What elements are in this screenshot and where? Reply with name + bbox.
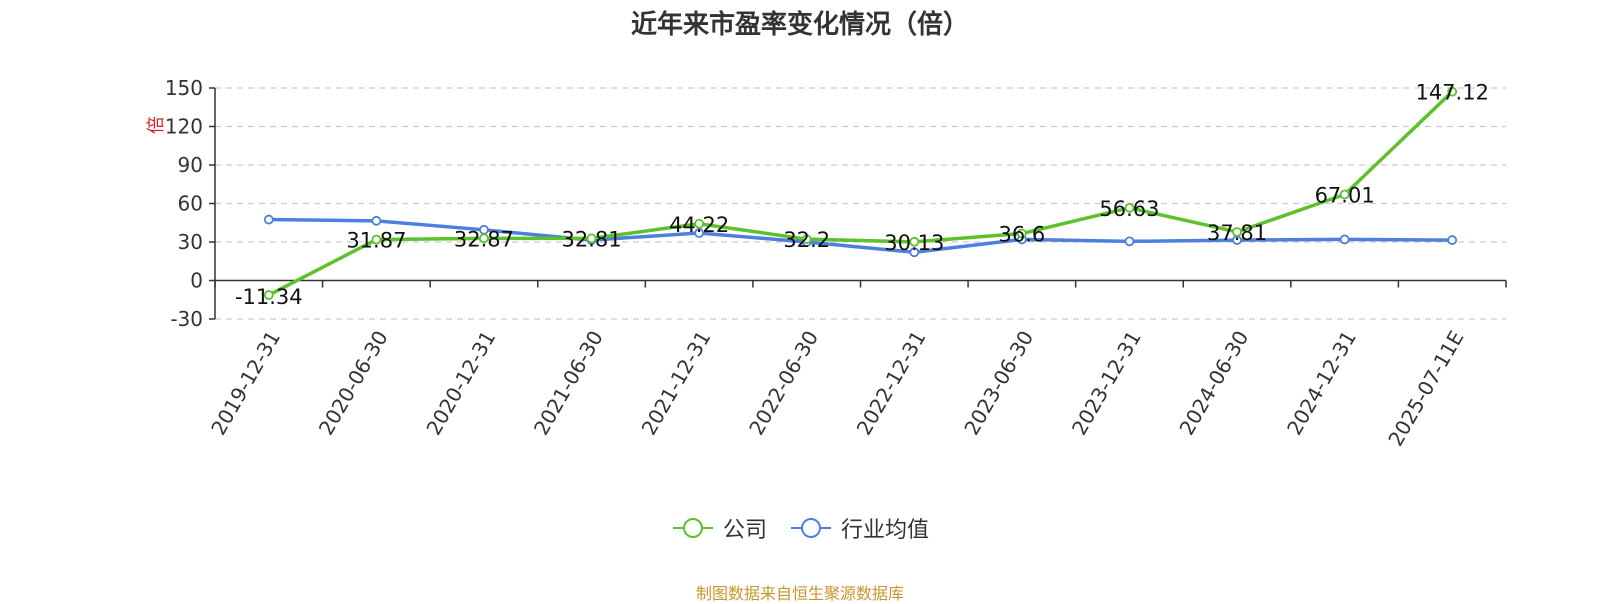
x-tick-label: 2025-07-11E bbox=[1383, 327, 1468, 451]
x-tick-label: 2020-12-31 bbox=[421, 327, 500, 440]
data-point[interactable] bbox=[371, 234, 382, 245]
legend-label-company: 公司 bbox=[722, 518, 767, 543]
legend-industry-marker-icon bbox=[791, 518, 831, 538]
y-axis-label: 倍 bbox=[146, 116, 167, 134]
x-tick-label: 2023-12-31 bbox=[1067, 327, 1146, 440]
legend-label-industry: 行业均值 bbox=[841, 518, 930, 543]
source-note: 制图数据来自恒生聚源数据库 bbox=[695, 584, 904, 603]
data-labels: -11.34 31.87 32.87 32.81 44.22 32.2 30.13 36.6 5… bbox=[235, 81, 1489, 309]
data-label: 32.2 bbox=[783, 228, 830, 252]
data-label: 32.87 bbox=[454, 227, 514, 251]
data-point[interactable] bbox=[1016, 228, 1027, 239]
data-point[interactable] bbox=[801, 234, 812, 245]
data-label: 32.81 bbox=[561, 227, 621, 251]
series-line bbox=[267, 90, 1454, 297]
y-tick-label: 120 bbox=[165, 115, 203, 139]
data-point[interactable] bbox=[479, 233, 489, 244]
x-tick-label: 2021-06-30 bbox=[529, 327, 608, 440]
x-tick-label: 2020-06-30 bbox=[314, 327, 393, 440]
data-point[interactable] bbox=[1339, 189, 1350, 200]
y-tick-label: 30 bbox=[178, 230, 203, 254]
data-point[interactable] bbox=[694, 228, 705, 238]
data-point[interactable] bbox=[1447, 235, 1458, 245]
data-point[interactable] bbox=[371, 215, 382, 226]
x-tick-label: 2022-12-31 bbox=[852, 327, 931, 440]
data-label: 56.63 bbox=[1099, 197, 1159, 221]
legend-item-industry[interactable]: 行业均值 bbox=[789, 512, 929, 544]
axes: -30 0 30 60 90 120 150 2019-12-31 2020-06-30 2020… bbox=[165, 76, 1507, 451]
chart-title: 近年来市盈率变化情况（倍） bbox=[630, 10, 969, 40]
data-point[interactable] bbox=[263, 214, 274, 225]
data-point[interactable] bbox=[694, 218, 705, 229]
data-point[interactable] bbox=[1124, 236, 1135, 247]
data-point[interactable] bbox=[909, 247, 920, 258]
data-label: 37.81 bbox=[1207, 221, 1267, 245]
data-point[interactable] bbox=[1447, 86, 1458, 97]
legend-company-marker-icon bbox=[672, 518, 713, 538]
data-point[interactable] bbox=[909, 236, 920, 247]
data-label: 67.01 bbox=[1315, 184, 1375, 208]
data-point[interactable] bbox=[1339, 234, 1350, 245]
data-label: 31.87 bbox=[346, 229, 406, 253]
data-label: 147.12 bbox=[1415, 81, 1488, 105]
y-tick-label: 0 bbox=[190, 269, 203, 293]
x-tick-label: 2019-12-31 bbox=[206, 327, 285, 440]
x-tick-label: 2022-06-30 bbox=[744, 327, 823, 440]
y-tick-label: 150 bbox=[165, 76, 203, 100]
x-tick-label: 2024-12-31 bbox=[1282, 327, 1361, 440]
y-tick-label: -30 bbox=[170, 307, 203, 331]
legend: 公司 行业均值 bbox=[0, 512, 1600, 544]
series-lines bbox=[263, 86, 1458, 300]
data-point[interactable] bbox=[586, 233, 597, 244]
legend-item-company[interactable]: 公司 bbox=[671, 512, 767, 544]
y-tick-label: 90 bbox=[178, 153, 203, 177]
data-label: 36.6 bbox=[998, 223, 1045, 247]
x-tick-label: 2024-06-30 bbox=[1174, 327, 1253, 440]
data-label: 30.13 bbox=[884, 231, 944, 255]
data-point[interactable] bbox=[263, 290, 274, 300]
x-tick-label: 2023-06-30 bbox=[959, 327, 1038, 440]
data-label: 44.22 bbox=[669, 213, 729, 237]
x-tick-label: 2021-12-31 bbox=[637, 327, 716, 440]
y-tick-label: 60 bbox=[178, 192, 203, 216]
data-point[interactable] bbox=[1124, 202, 1135, 213]
series-line bbox=[268, 217, 1453, 255]
data-point[interactable] bbox=[1232, 227, 1242, 237]
data-label: -11.34 bbox=[235, 285, 303, 309]
